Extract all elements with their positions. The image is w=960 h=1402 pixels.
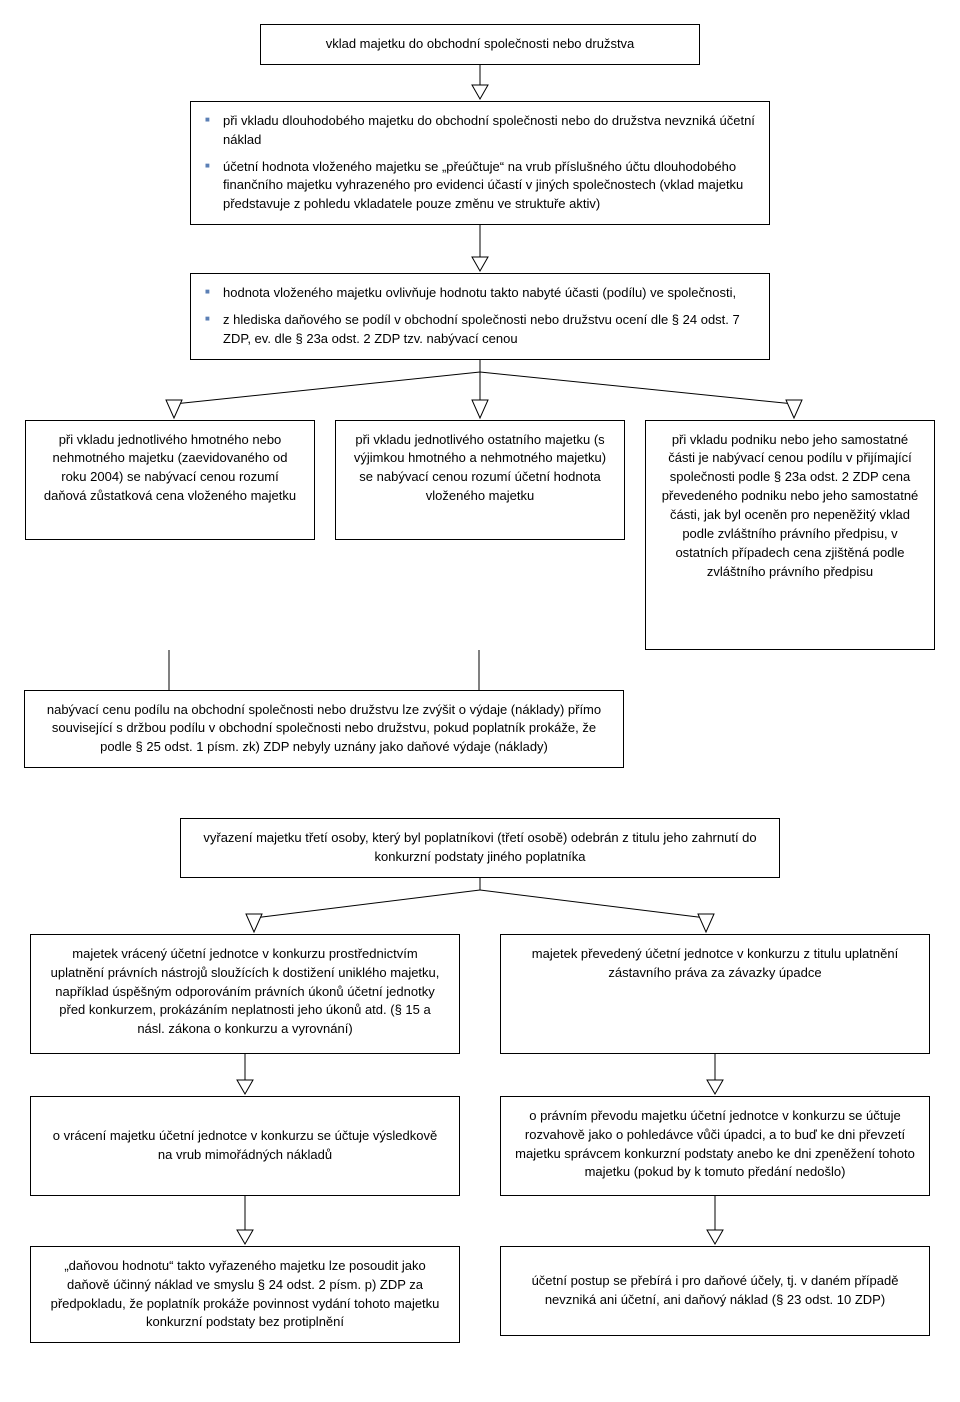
bullet-item: z hlediska daňového se podíl v obchodní … [205, 311, 755, 349]
bullet-item: hodnota vloženého majetku ovlivňuje hodn… [205, 284, 755, 303]
sec2-left-bot: „daňovou hodnotu“ takto vyřazeného majet… [30, 1246, 460, 1343]
sec2-left-top: majetek vrácený účetní jednotce v konkur… [30, 934, 460, 1054]
sec2-left-mid: o vrácení majetku účetní jednotce v konk… [30, 1096, 460, 1196]
bullet-box-3: hodnota vloženého majetku ovlivňuje hodn… [190, 273, 770, 360]
arrow-down [500, 1054, 930, 1096]
sec2-right-bot: účetní postup se přebírá i pro daňové úč… [500, 1246, 930, 1336]
bullet-item: účetní hodnota vloženého majetku se „pře… [205, 158, 755, 215]
arrow-down [500, 1196, 930, 1246]
bullet-box-2: při vkladu dlouhodobého majetku do obcho… [190, 101, 770, 225]
arrow-down [460, 65, 500, 101]
arrow-down [30, 1054, 460, 1096]
sec2-right-mid: o právním převodu majetku účetní jednotc… [500, 1096, 930, 1196]
split-2way [24, 878, 936, 934]
col1-top-box: při vkladu jednotlivého hmotného nebo ne… [25, 420, 315, 540]
merge-2to1 [24, 650, 624, 690]
bullet-item: při vkladu dlouhodobého majetku do obcho… [205, 112, 755, 150]
split-3way [24, 360, 936, 420]
arrow-down [30, 1196, 460, 1246]
sec2-right-top: majetek převedený účetní jednotce v konk… [500, 934, 930, 1054]
col3-box: při vkladu podniku nebo jeho samostatné … [645, 420, 935, 650]
arrow-down [460, 225, 500, 273]
title-box-2: vyřazení majetku třetí osoby, který byl … [180, 818, 780, 878]
title-box-1: vklad majetku do obchodní společnosti ne… [260, 24, 700, 65]
col12-bottom-box: nabývací cenu podílu na obchodní společn… [24, 690, 624, 769]
col2-top-box: při vkladu jednotlivého ostatního majetk… [335, 420, 625, 540]
